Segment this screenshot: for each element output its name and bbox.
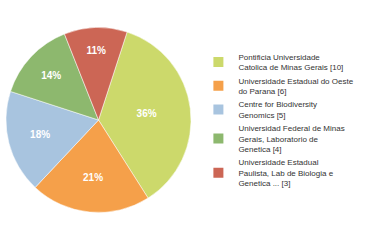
- svg-text:Universidade Estadual do Oeste: Universidade Estadual do Oestedo Parana …: [238, 77, 353, 96]
- svg-text:Centre for BiodiversityGenomic: Centre for BiodiversityGenomics [5]: [238, 100, 317, 119]
- svg-text:Pontificia UniversidadeCatolic: Pontificia UniversidadeCatolica de Minas…: [238, 53, 343, 72]
- svg-text:18%: 18%: [30, 129, 50, 140]
- svg-text:11%: 11%: [87, 45, 107, 56]
- svg-text:Universidade EstadualPaulista,: Universidade EstadualPaulista, Lab de Bi…: [238, 158, 333, 188]
- svg-text:36%: 36%: [137, 108, 157, 119]
- svg-text:Universidad Federal de MinasGe: Universidad Federal de MinasGerais, Labo…: [238, 124, 344, 154]
- svg-text:21%: 21%: [83, 172, 103, 183]
- svg-text:14%: 14%: [41, 70, 61, 81]
